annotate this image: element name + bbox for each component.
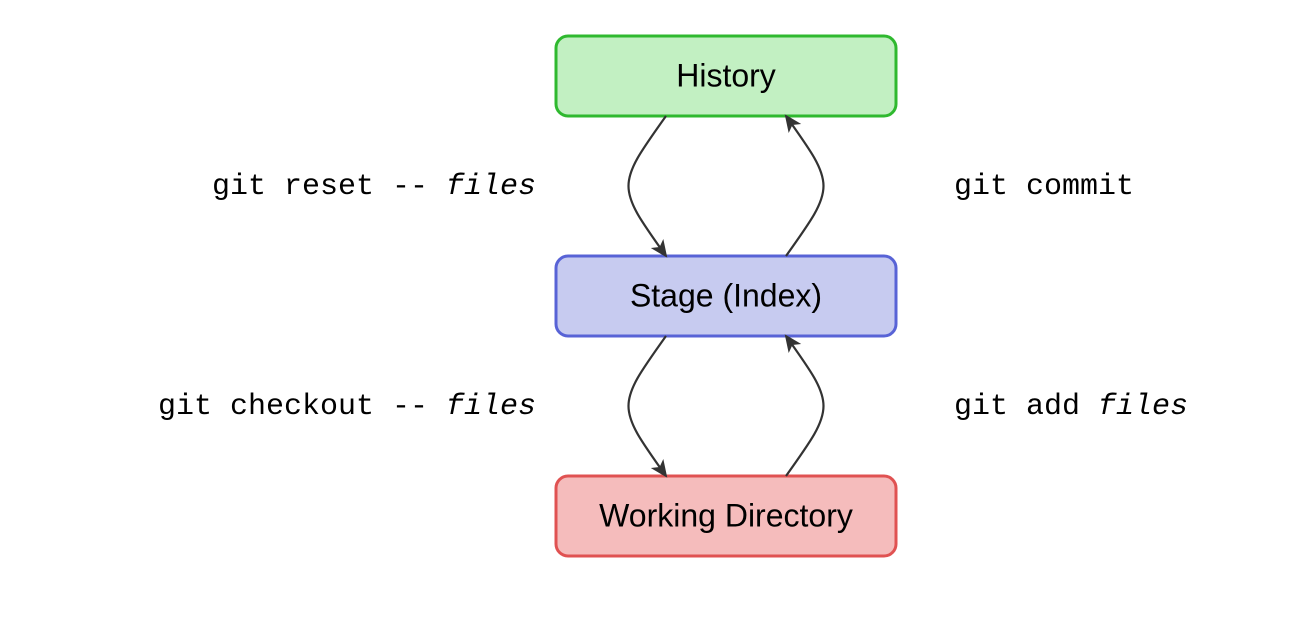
node-history-label: History <box>676 57 776 93</box>
node-working-label: Working Directory <box>599 497 853 533</box>
arrow-commit <box>786 116 824 256</box>
arrow-reset <box>629 116 667 256</box>
git-areas-diagram: History Stage (Index) Working Directory … <box>0 0 1292 632</box>
arrow-checkout <box>629 336 667 476</box>
label-git-reset: git reset -- files <box>212 170 536 204</box>
arrow-add <box>786 336 824 476</box>
node-stage-label: Stage (Index) <box>630 277 822 313</box>
label-git-checkout: git checkout -- files <box>158 390 536 424</box>
node-working: Working Directory <box>556 476 896 556</box>
node-stage: Stage (Index) <box>556 256 896 336</box>
label-git-commit: git commit <box>954 170 1134 204</box>
label-git-add: git add files <box>954 390 1188 424</box>
node-history: History <box>556 36 896 116</box>
